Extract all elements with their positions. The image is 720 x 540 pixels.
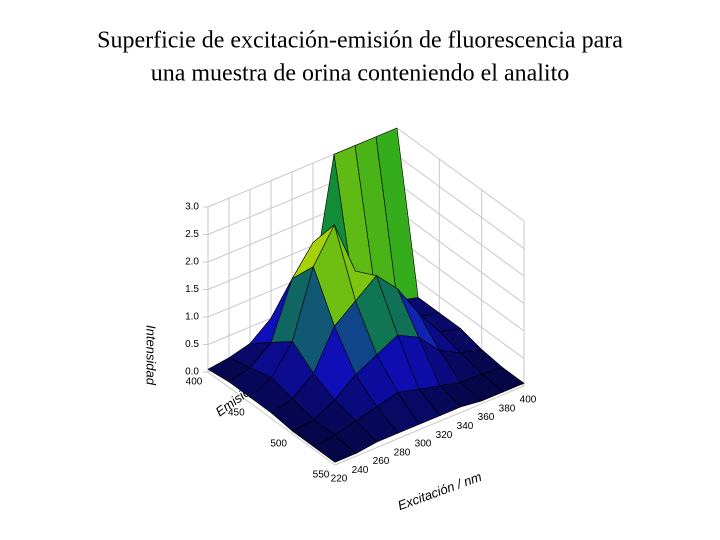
z-tick-label: 0.5 bbox=[185, 339, 199, 350]
z-tick-label: 1.5 bbox=[185, 284, 199, 295]
z-tick-label: 1.0 bbox=[185, 312, 199, 323]
chart-title: una muestra de orina conteniendo el anal… bbox=[151, 61, 570, 87]
x-tick-label: 260 bbox=[373, 456, 390, 467]
x-tick-label: 300 bbox=[415, 439, 432, 450]
grid-line bbox=[396, 127, 525, 222]
x-tick-label: 320 bbox=[436, 430, 453, 441]
z-tick-label: 2.0 bbox=[185, 257, 199, 268]
x-tick-label: 240 bbox=[352, 465, 369, 476]
y-tick-label: 450 bbox=[228, 408, 245, 419]
x-tick-label: 400 bbox=[520, 395, 537, 406]
x-axis-label: Excitación / nm bbox=[396, 469, 484, 513]
grid-line bbox=[396, 237, 525, 332]
grid-line bbox=[396, 155, 525, 249]
y-tick-label: 500 bbox=[270, 439, 287, 450]
z-tick-label: 2.5 bbox=[185, 229, 199, 240]
grid-line bbox=[396, 210, 525, 304]
z-tick-label: 3.0 bbox=[185, 202, 199, 213]
x-tick-label: 340 bbox=[457, 421, 474, 432]
x-tick-label: 280 bbox=[394, 447, 411, 458]
y-tick-label: 550 bbox=[313, 470, 330, 481]
x-tick-label: 220 bbox=[331, 474, 348, 485]
grid-line bbox=[396, 182, 525, 277]
z-tick-label: 0.0 bbox=[185, 367, 199, 378]
y-tick-label: 400 bbox=[186, 377, 203, 388]
surface bbox=[207, 127, 525, 463]
x-tick-label: 360 bbox=[478, 412, 495, 423]
surface-patch bbox=[313, 434, 357, 463]
chart-title: Superficie de excitación-emisión de fluo… bbox=[97, 28, 623, 54]
tick-labels: 0.0 0.5 1.0 1.5 2.0 2.5 3.0 220 240 260 280 300 320 3… bbox=[185, 202, 537, 485]
axis-line bbox=[207, 371, 336, 466]
grid-line bbox=[396, 265, 525, 359]
axis-line bbox=[334, 385, 525, 466]
x-tick-label: 380 bbox=[499, 403, 516, 414]
z-axis-label: Intensidad bbox=[144, 325, 159, 386]
